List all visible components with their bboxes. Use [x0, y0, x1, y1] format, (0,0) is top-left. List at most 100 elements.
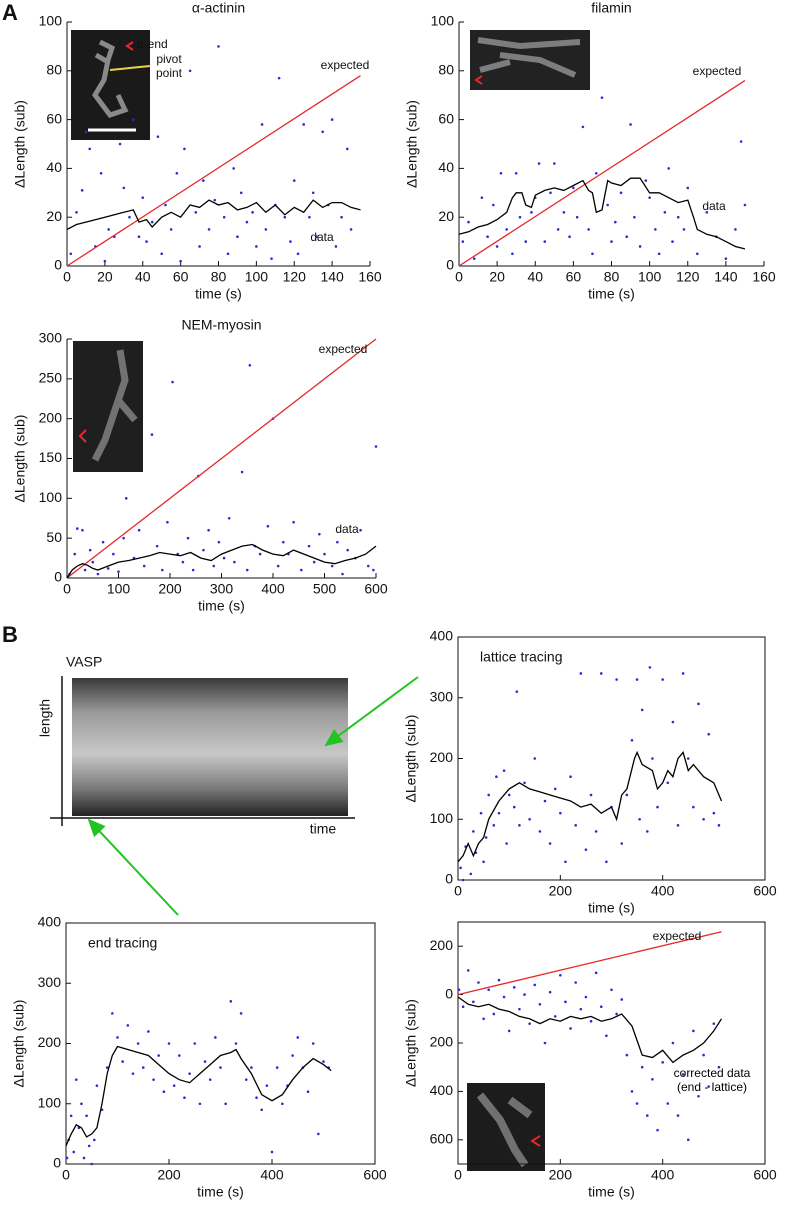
data-point: [523, 993, 526, 996]
data-point: [296, 1036, 300, 1039]
data-point: [514, 171, 518, 175]
data-point: [707, 732, 711, 736]
y-axis-label: ΔLength (sub): [11, 1000, 27, 1088]
data-point: [512, 805, 516, 809]
data-point: [292, 179, 296, 182]
chart-title: α-actinin: [192, 0, 245, 16]
data-point: [73, 552, 77, 556]
data-point: [615, 678, 618, 681]
data-point: [266, 524, 270, 528]
data-point: [179, 259, 182, 263]
data-point: [584, 848, 588, 851]
data-point: [169, 228, 173, 231]
data-point: [245, 568, 249, 572]
x-tick-label: 200: [157, 1167, 181, 1183]
data-point: [334, 245, 338, 248]
data-point: [543, 799, 547, 803]
data-point: [131, 1072, 135, 1075]
data-point: [497, 811, 501, 815]
data-point: [239, 1012, 243, 1015]
data-point: [648, 196, 651, 199]
data-line: [66, 338, 377, 579]
data-point: [656, 1128, 659, 1132]
data-point: [594, 971, 598, 975]
x-tick-label: 400: [261, 581, 285, 597]
data-point: [219, 1066, 222, 1069]
x-axis-label: time (s): [198, 598, 245, 614]
data-point: [82, 1156, 86, 1160]
x-tick-label: 0: [454, 883, 462, 899]
data-point: [207, 228, 211, 231]
y-axis-label: ΔLength (sub): [404, 100, 420, 188]
data-point: [466, 969, 470, 972]
data-point: [619, 191, 623, 195]
data-point: [160, 568, 164, 572]
data-point: [291, 1054, 294, 1057]
inset-arrowhead: [125, 41, 134, 51]
data-point: [250, 1066, 253, 1069]
data-point: [625, 235, 629, 239]
data-point: [214, 1036, 217, 1039]
y-tick-label: 80: [438, 62, 454, 78]
data-point: [581, 125, 585, 129]
data-point: [282, 540, 285, 544]
data-point: [178, 1054, 181, 1057]
data-point: [499, 171, 503, 175]
data-point: [591, 252, 594, 256]
y-tick-label: 100: [39, 489, 63, 505]
inset-label-box: pivot point: [156, 52, 182, 80]
data-point: [96, 572, 100, 576]
data-point: [265, 1084, 269, 1087]
data-point: [126, 1024, 130, 1027]
data-point: [569, 1027, 572, 1030]
data-point: [150, 220, 154, 224]
x-tick-label: 20: [489, 269, 505, 285]
y-tick-label: 0: [54, 569, 62, 585]
data-point: [681, 1073, 685, 1076]
data-line: [457, 750, 723, 863]
chart-title: NEM-myosin: [181, 317, 261, 333]
data-point: [80, 189, 84, 192]
data-point: [229, 1000, 233, 1003]
data-point: [638, 245, 642, 248]
data-point: [656, 805, 659, 809]
data-point: [164, 203, 167, 207]
data-point: [101, 540, 105, 544]
data-point: [553, 1015, 557, 1018]
x-tick-label: 0: [455, 269, 463, 285]
data-point: [640, 708, 644, 712]
data-line: [66, 199, 361, 230]
data-point: [507, 1029, 511, 1033]
data-point: [538, 1002, 542, 1006]
x-tick-label: 0: [62, 1167, 70, 1183]
data-point: [524, 240, 528, 243]
x-tick-label: 200: [549, 883, 573, 899]
x-axis-label: time (s): [588, 286, 635, 302]
x-tick-label: 120: [676, 269, 700, 285]
x-axis-label: time (s): [195, 286, 242, 302]
data-point: [615, 1012, 618, 1016]
data-point: [175, 171, 179, 175]
y-tick-label: 40: [46, 159, 62, 175]
data-point: [107, 228, 110, 231]
data-line: [457, 996, 723, 1064]
x-tick-label: 400: [651, 1167, 675, 1183]
data-point: [495, 775, 498, 779]
data-point: [461, 878, 465, 882]
data-point: [106, 567, 110, 570]
data-point: [283, 215, 287, 219]
data-point: [734, 228, 737, 231]
x-tick-label: 60: [566, 269, 582, 285]
data-point: [255, 1096, 258, 1100]
data-point: [152, 1078, 155, 1081]
data-point: [372, 568, 375, 572]
data-point: [495, 245, 499, 248]
data-point: [359, 528, 362, 532]
data-point: [556, 228, 560, 231]
data-point: [345, 147, 349, 151]
y-tick-label: 300: [430, 688, 454, 704]
data-point: [157, 1054, 160, 1057]
data-point: [145, 240, 148, 243]
data-point: [90, 1162, 94, 1166]
